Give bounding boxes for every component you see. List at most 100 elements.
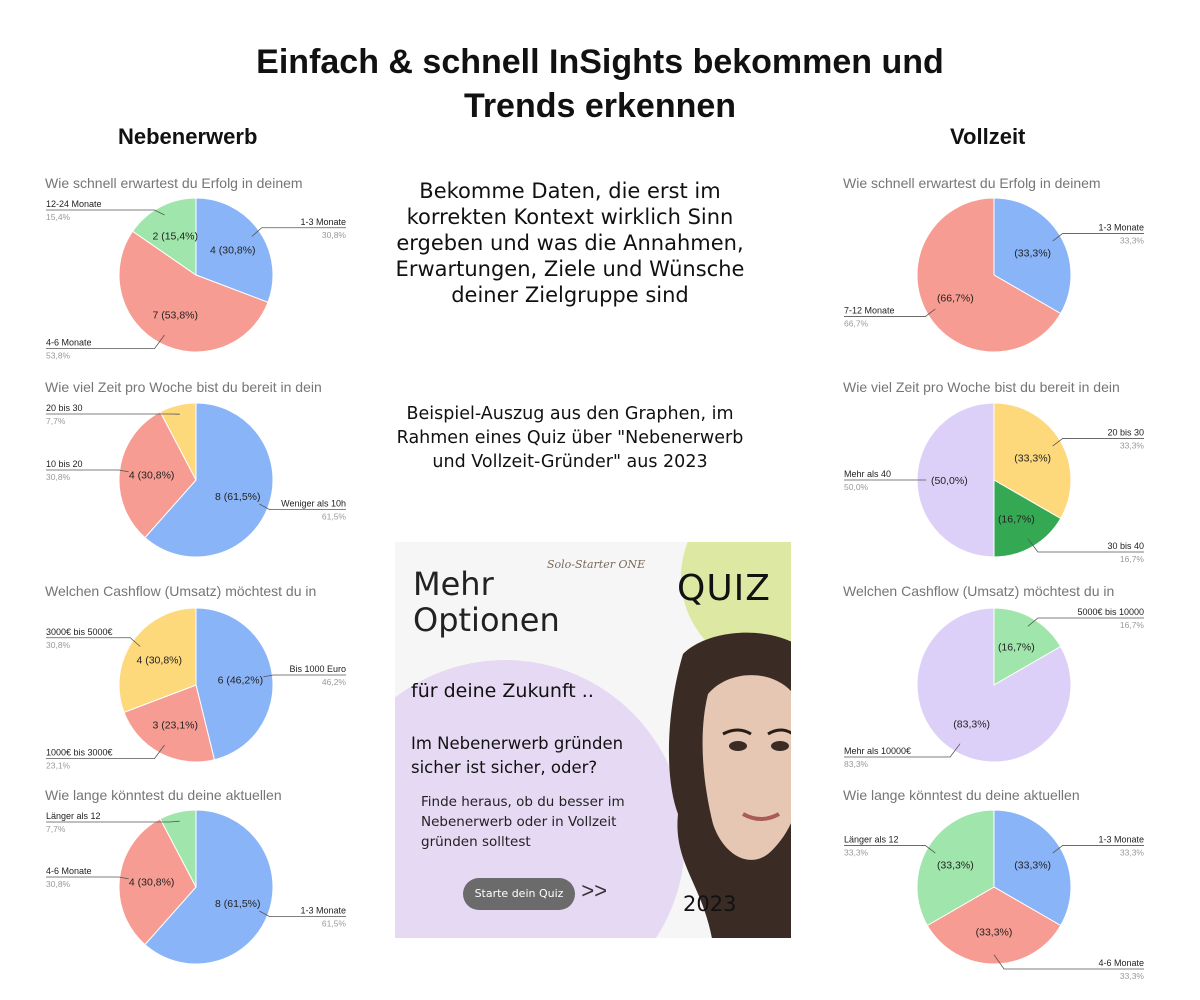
slice-category-label: 4-6 Monate <box>46 866 92 876</box>
chart-title: Wie viel Zeit pro Woche bist du bereit i… <box>45 379 322 395</box>
promo-question: Im Nebenerwerb gründen sicher ist sicher… <box>411 734 624 777</box>
leader-line <box>1052 233 1144 242</box>
slice-category-label: 3000€ bis 5000€ <box>46 627 113 637</box>
slice-percent-label: 33,3% <box>1120 971 1145 981</box>
slice-category-label: 1-3 Monate <box>300 217 346 227</box>
slice-category-label: 1-3 Monate <box>1098 222 1144 232</box>
pie-slice <box>993 809 1072 927</box>
promo-quiz-label: QUIZ <box>677 568 771 609</box>
slice-category-label: Mehr als 10000€ <box>844 746 911 756</box>
leader-line <box>1027 538 1144 553</box>
pie-slice <box>195 607 274 761</box>
slice-percent-label: 66,7% <box>844 319 869 329</box>
quiz-promo-image: QUIZ Solo-Starter ONE Mehr Optionen für … <box>395 542 791 938</box>
pie-slice <box>118 818 197 946</box>
leader-line <box>844 845 936 854</box>
promo-brand: Solo-Starter ONE <box>547 558 646 571</box>
slice-percent-label: 61,5% <box>322 918 347 928</box>
slice-category-label: Länger als 12 <box>46 811 101 821</box>
slice-percent-label: 16,7% <box>1120 620 1145 630</box>
slice-category-label: 7-12 Monate <box>844 306 895 316</box>
pie-slice <box>144 402 274 558</box>
slice-value-label: (33,3%) <box>1014 860 1051 872</box>
slice-value-label: (16,7%) <box>998 641 1035 653</box>
pie-slice <box>993 402 1072 520</box>
slice-percent-label: 30,8% <box>46 472 71 482</box>
pie-slice <box>131 197 197 276</box>
leader-line <box>844 743 961 758</box>
pie-slice <box>993 197 1072 315</box>
slice-value-label: (50,0%) <box>931 475 968 487</box>
chart-title: Wie schnell erwartest du Erfolg in deine… <box>45 175 303 191</box>
pie-slice <box>144 809 274 965</box>
pie-slice <box>993 607 1062 686</box>
slice-value-label: 4 (30,8%) <box>129 470 175 482</box>
right-column-heading: Vollzeit <box>950 124 1026 149</box>
leader-line <box>1052 845 1144 854</box>
leader-line <box>46 876 129 880</box>
slice-percent-label: 53,8% <box>46 351 71 361</box>
slice-category-label: 30 bis 40 <box>1107 541 1144 551</box>
slice-category-label: Mehr als 40 <box>844 469 891 479</box>
left-column-heading: Nebenerwerb <box>118 124 258 149</box>
slice-category-label: 4-6 Monate <box>1098 958 1144 968</box>
chart-title: Wie schnell erwartest du Erfolg in deine… <box>843 175 1101 191</box>
promo-arrow: >> <box>581 878 607 903</box>
leader-line <box>46 820 180 823</box>
slice-category-label: 10 bis 20 <box>46 459 83 469</box>
leader-line <box>46 469 129 473</box>
chart-title: Wie lange könntest du deine aktuellen <box>843 787 1080 803</box>
slice-category-label: 20 bis 30 <box>46 403 83 413</box>
page-title: Einfach & schnell InSights bekommen und … <box>256 43 944 125</box>
slice-percent-label: 83,3% <box>844 759 869 769</box>
slice-percent-label: 33,3% <box>1120 235 1145 245</box>
slice-value-label: (33,3%) <box>976 927 1013 939</box>
leader-line <box>46 334 165 350</box>
leader-line <box>1052 438 1144 447</box>
promo-year: 2023 <box>683 892 737 916</box>
leader-line <box>1027 617 1144 627</box>
slice-value-label: (33,3%) <box>1014 248 1051 260</box>
slice-category-label: 1-3 Monate <box>1098 834 1144 844</box>
slice-value-label: 4 (30,8%) <box>129 877 175 889</box>
leader-line <box>46 744 165 760</box>
pie-slice <box>993 479 1062 558</box>
pie-slice <box>916 197 1062 353</box>
slice-percent-label: 30,8% <box>46 879 71 889</box>
slice-percent-label: 7,7% <box>46 416 66 426</box>
portrait-photo <box>668 632 791 938</box>
slice-category-label: 12-24 Monate <box>46 199 102 209</box>
slice-percent-label: 33,3% <box>1120 440 1145 450</box>
chart-title: Welchen Cashflow (Umsatz) möchtest du in <box>843 583 1114 599</box>
slice-value-label: 8 (61,5%) <box>215 491 261 503</box>
slice-value-label: (33,3%) <box>937 860 974 872</box>
leader-line <box>46 209 165 216</box>
leader-line <box>263 674 346 678</box>
pie-slice <box>916 809 995 927</box>
slice-category-label: 1000€ bis 3000€ <box>46 748 113 758</box>
leader-line <box>46 637 141 647</box>
pie-slice <box>916 607 1072 763</box>
leader-line <box>259 503 346 510</box>
slice-category-label: Weniger als 10h <box>281 498 346 508</box>
slice-value-label: 4 (30,8%) <box>210 245 256 257</box>
slice-category-label: 1-3 Monate <box>300 905 346 915</box>
slice-percent-label: 15,4% <box>46 212 71 222</box>
pie-slice <box>118 230 269 353</box>
slice-category-label: 5000€ bis 10000 <box>1077 607 1144 617</box>
pie-slice <box>118 607 197 713</box>
intro-text: Bekomme Daten, die erst im korrekten Kon… <box>395 179 745 307</box>
leader-line <box>251 227 346 237</box>
promo-body: Finde heraus, ob du besser im Nebenerwer… <box>421 794 625 850</box>
slice-percent-label: 23,1% <box>46 761 71 771</box>
slice-percent-label: 33,3% <box>1120 847 1145 857</box>
slice-value-label: 8 (61,5%) <box>215 898 261 910</box>
start-quiz-button[interactable]: Starte dein Quiz <box>463 878 575 910</box>
slice-value-label: 2 (15,4%) <box>152 230 198 242</box>
promo-subline: für deine Zukunft .. <box>411 680 594 702</box>
chart-title: Wie viel Zeit pro Woche bist du bereit i… <box>843 379 1120 395</box>
slice-percent-label: 33,3% <box>844 847 869 857</box>
leader-line <box>993 954 1144 970</box>
slice-value-label: (83,3%) <box>953 719 990 731</box>
